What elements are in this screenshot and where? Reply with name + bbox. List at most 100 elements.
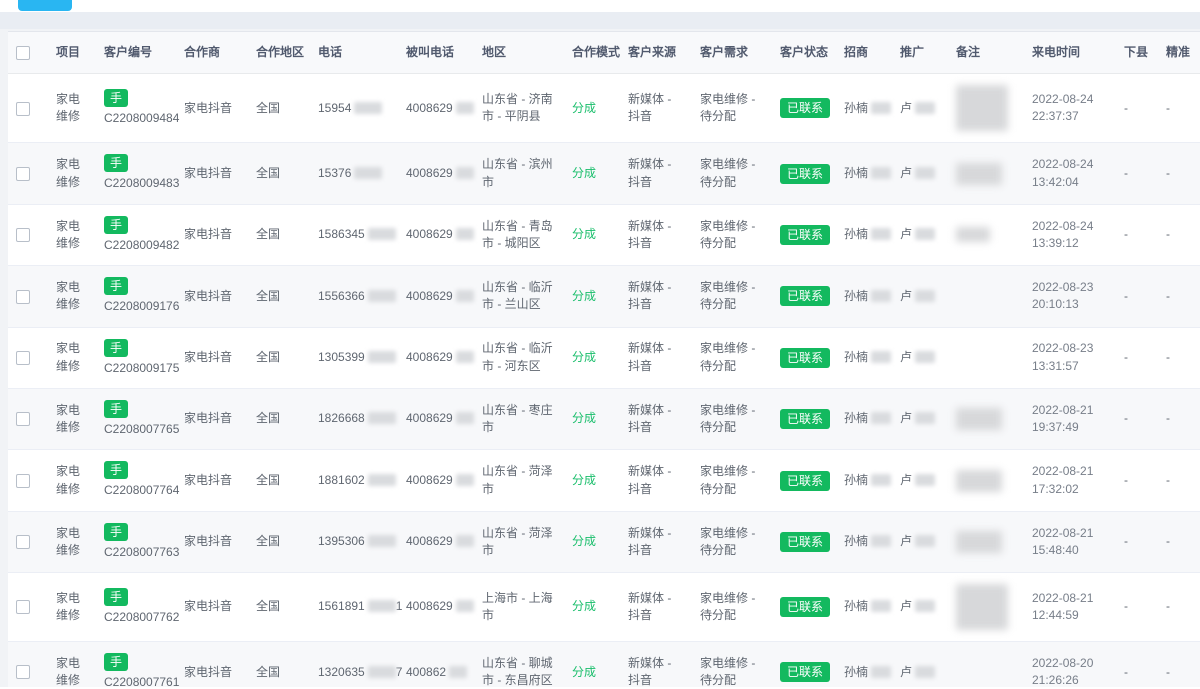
table-row: 家电维修 手 C2208009176 家电抖音 全国 1556366 40086…: [8, 265, 1200, 328]
phone-cell: 1320635 7: [310, 641, 402, 687]
redacted-called-blur: [455, 412, 474, 425]
demand-cell: 家电维修 - 待分配: [692, 449, 772, 512]
redacted-name-blur: [915, 665, 936, 678]
customer-no-cell: 手 C2208007765: [96, 388, 179, 451]
project-cell: 家电维修: [48, 204, 96, 267]
customer-no-cell: 手 C2208009482: [96, 204, 179, 267]
project-cell: 家电维修: [48, 449, 96, 512]
toolbar: [0, 0, 1200, 12]
redacted-name-blur: [871, 101, 892, 114]
remark-cell: [948, 73, 1024, 144]
coop-mode-cell: 分成: [564, 327, 620, 389]
customer-no-cell: 手 C2208007762: [96, 572, 179, 643]
partner-cell: 家电抖音: [176, 204, 248, 267]
status-cell: 已联系: [772, 388, 836, 451]
row-checkbox[interactable]: [16, 166, 30, 181]
redacted-name-blur: [915, 289, 936, 302]
call-time-cell: 2022-08-24 13:42:04: [1024, 142, 1116, 205]
status-badge: 已联系: [780, 597, 831, 618]
project-cell: 家电维修: [48, 388, 96, 451]
status-badge: 已联系: [780, 531, 831, 552]
phone-cell: 1586345: [310, 204, 398, 267]
remark-cell: [948, 388, 1024, 451]
row-checkbox[interactable]: [16, 289, 30, 304]
invest-cell: 孙楠: [836, 641, 892, 687]
row-checkbox[interactable]: [16, 473, 30, 488]
call-time-cell: 2022-08-21 19:37:49: [1024, 388, 1116, 451]
row-checkbox[interactable]: [16, 600, 30, 615]
source-cell: 新媒体 - 抖音: [620, 204, 692, 267]
xiaxian-cell: -: [1116, 265, 1158, 328]
source-cell: 新媒体 - 抖音: [620, 73, 692, 144]
redacted-called-blur: [455, 166, 474, 179]
redacted-remark-blur: [956, 530, 1002, 553]
column-header-12: 推广: [892, 32, 948, 75]
redacted-remark-blur: [956, 584, 1008, 631]
redacted-phone-blur: [367, 351, 396, 364]
hand-tag-badge: 手: [104, 399, 129, 418]
xiaxian-cell: -: [1116, 449, 1158, 512]
xiaxian-cell: -: [1116, 572, 1158, 643]
status-badge: 已联系: [780, 470, 831, 491]
invest-cell: 孙楠: [836, 327, 892, 389]
coop-mode-cell: 分成: [564, 511, 620, 574]
redacted-name-blur: [871, 600, 892, 613]
project-cell: 家电维修: [48, 511, 96, 574]
primary-action-button[interactable]: [18, 0, 72, 11]
region-cell: 山东省 - 济南市 - 平阴县: [474, 73, 564, 144]
xiaxian-cell: -: [1116, 327, 1158, 389]
called-phone-cell: 4008629: [398, 449, 474, 512]
jingzhun-cell: -: [1158, 449, 1200, 512]
customer-no-cell: 手 C2208007764: [96, 449, 179, 512]
status-cell: 已联系: [772, 641, 836, 687]
redacted-phone-blur: [354, 101, 383, 114]
column-header-6: 地区: [474, 32, 564, 75]
call-time-cell: 2022-08-21 17:32:02: [1024, 449, 1116, 512]
leads-table: 项目 客户编号 合作商 合作地区 电话 被叫电话 地区 合作模式 客户来源 客户需求 客户状态 招商推…: [8, 32, 1200, 687]
hand-tag-badge: 手: [104, 461, 129, 480]
row-checkbox[interactable]: [16, 412, 30, 427]
redacted-remark-blur: [956, 227, 990, 243]
xiaxian-cell: -: [1116, 142, 1158, 205]
column-header-9: 客户需求: [692, 32, 772, 75]
row-checkbox[interactable]: [16, 101, 30, 116]
invest-cell: 孙楠: [836, 572, 892, 643]
xiaxian-cell: -: [1116, 511, 1158, 574]
call-time-cell: 2022-08-21 12:44:59: [1024, 572, 1116, 643]
coop-area-cell: 全国: [248, 204, 310, 267]
region-cell: 山东省 - 滨州市: [474, 142, 564, 205]
row-checkbox[interactable]: [16, 350, 30, 365]
coop-mode-cell: 分成: [564, 388, 620, 451]
redacted-called-blur: [455, 228, 474, 241]
remark-cell: [948, 327, 1024, 389]
coop-area-cell: 全国: [248, 73, 310, 144]
partner-cell: 家电抖音: [176, 142, 248, 205]
call-time-cell: 2022-08-20 21:26:26: [1024, 641, 1116, 687]
hand-tag-badge: 手: [104, 277, 129, 296]
table-row: 家电维修 手 C2208007762 家电抖音 全国 1561891 1 4008…: [8, 572, 1200, 643]
row-checkbox[interactable]: [16, 535, 30, 550]
source-cell: 新媒体 - 抖音: [620, 641, 692, 687]
column-header-16: 精准: [1158, 32, 1200, 75]
call-time-cell: 2022-08-23 20:10:13: [1024, 265, 1116, 328]
row-checkbox[interactable]: [16, 665, 30, 680]
coop-area-cell: 全国: [248, 449, 310, 512]
region-cell: 山东省 - 菏泽市: [474, 511, 564, 574]
called-phone-cell: 4008629: [398, 388, 474, 451]
redacted-remark-blur: [956, 408, 1002, 431]
redacted-called-blur: [455, 289, 474, 302]
source-cell: 新媒体 - 抖音: [620, 572, 692, 643]
phone-cell: 1395306: [310, 511, 398, 574]
row-checkbox[interactable]: [16, 228, 30, 243]
redacted-name-blur: [871, 289, 892, 302]
select-all-checkbox[interactable]: [16, 45, 30, 60]
called-phone-cell: 4008629: [398, 327, 474, 389]
coop-area-cell: 全国: [248, 388, 310, 451]
table-header-row: 项目 客户编号 合作商 合作地区 电话 被叫电话 地区 合作模式 客户来源 客户需求 客户状态 招商推…: [8, 32, 1200, 75]
demand-cell: 家电维修 - 待分配: [692, 265, 772, 328]
coop-area-cell: 全国: [248, 142, 310, 205]
source-cell: 新媒体 - 抖音: [620, 142, 692, 205]
status-badge: 已联系: [780, 163, 831, 184]
column-header-3: 合作地区: [248, 32, 310, 75]
leads-table-panel: 项目 客户编号 合作商 合作地区 电话 被叫电话 地区 合作模式 客户来源 客户需求 客户状态 招商推…: [8, 31, 1200, 687]
